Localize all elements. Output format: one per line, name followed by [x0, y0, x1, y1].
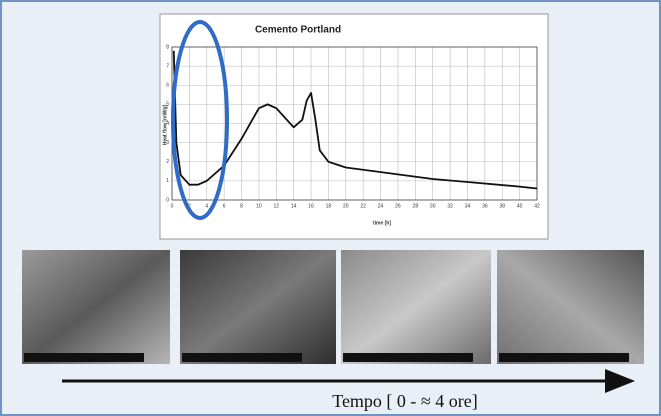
x-tick-label: 42 — [534, 203, 540, 209]
sem-image — [180, 250, 336, 364]
y-tick-label: 6 — [166, 83, 169, 89]
x-tick-label: 30 — [430, 203, 436, 209]
scale-bar — [24, 353, 144, 362]
x-tick-label: 18 — [326, 203, 332, 209]
y-tick-label: 4 — [166, 121, 169, 127]
x-tick-label: 26 — [395, 203, 401, 209]
sem-images — [22, 250, 644, 364]
x-tick-label: 36 — [482, 203, 488, 209]
sem-image — [22, 250, 170, 364]
x-tick-label: 32 — [447, 203, 453, 209]
x-tick-label: 14 — [291, 203, 297, 209]
y-tick-label: 1 — [166, 178, 169, 184]
sem-image — [341, 250, 491, 364]
y-tick-label: 3 — [166, 140, 169, 146]
x-tick-label: 10 — [256, 203, 262, 209]
y-tick-label: 0 — [166, 197, 169, 203]
x-tick-label: 22 — [360, 203, 366, 209]
x-tick-label: 20 — [343, 203, 349, 209]
x-axis-label: time [h] — [373, 220, 391, 226]
chart-frame — [159, 13, 549, 240]
x-tick-label: 34 — [465, 203, 471, 209]
chart-title: Cemento Portland — [255, 25, 341, 36]
y-axis-label: Heat flow [mW/g] — [162, 104, 168, 145]
heat-flow-line — [172, 50, 538, 190]
highlight-ellipse — [171, 20, 229, 220]
y-tick-label: 5 — [166, 102, 169, 108]
scale-bar — [182, 353, 302, 362]
scale-bar — [499, 353, 629, 362]
x-tick-label: 40 — [517, 203, 523, 209]
x-tick-label: 16 — [308, 203, 314, 209]
y-tick-label: 2 — [166, 159, 169, 165]
y-tick-label: 7 — [166, 63, 169, 69]
x-tick-label: 6 — [223, 203, 226, 209]
x-tick-label: 38 — [499, 203, 505, 209]
x-tick-label: 2 — [188, 203, 191, 209]
y-tick-label: 8 — [166, 44, 169, 50]
x-tick-label: 12 — [274, 203, 280, 209]
x-tick-label: 0 — [171, 203, 174, 209]
x-tick-label: 8 — [240, 203, 243, 209]
caption: Tempo [ 0 - ≈ 4 ore] — [332, 391, 478, 411]
sem-image — [497, 250, 644, 364]
x-tick-label: 28 — [413, 203, 419, 209]
scale-bar — [343, 353, 473, 362]
x-tick-label: 24 — [378, 203, 384, 209]
x-tick-label: 4 — [205, 203, 208, 209]
